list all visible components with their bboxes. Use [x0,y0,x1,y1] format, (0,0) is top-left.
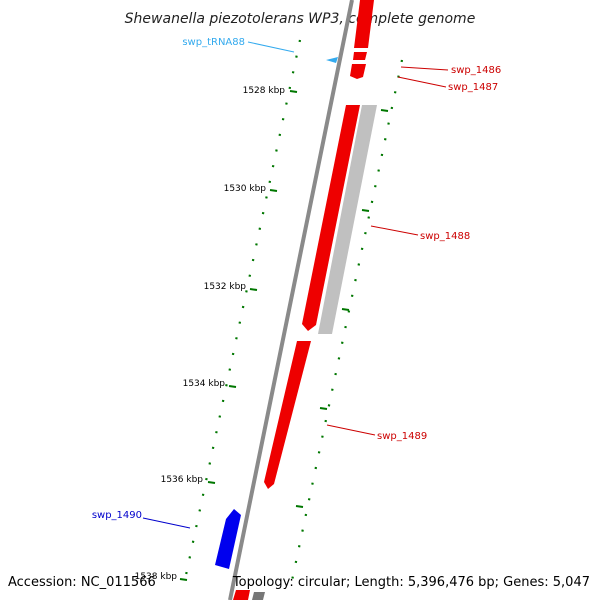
inner-dot-track [184,39,302,576]
gene-swp-1486-1487 [350,0,374,79]
gene-arrow [350,64,366,79]
tick-mark [269,189,278,192]
tick-label: 1530 kbp [224,184,267,194]
gene-label[interactable]: swp_tRNA88 [182,37,245,48]
tick-mark [361,209,370,212]
tick-mark [295,505,304,508]
map-title: Shewanella piezotolerans WP3, complete g… [125,11,476,27]
tick-mark [249,288,258,291]
tick-label: 1528 kbp [243,86,286,96]
topology-text: Topology: circular; Length: 5,396,476 bp… [232,575,590,590]
tick-track [184,39,404,591]
gene-swp-1489 [264,341,311,489]
gene-label[interactable]: swp_1490 [92,510,142,521]
tick-mark [341,308,350,311]
gene-arrow [353,52,367,60]
trna-feature [326,57,338,63]
tick-label: 1532 kbp [204,282,247,292]
tick-mark [380,109,389,112]
tick-labels: 1528 kbp 1530 kbp 1532 kbp 1534 kbp 1536… [135,86,286,582]
gene-arrow [354,0,374,48]
tick-mark [207,481,216,484]
tick-label: 1536 kbp [161,475,204,485]
genome-backbone [228,0,354,600]
leader-lines [142,41,449,529]
accession-text: Accession: NC_011566 [8,575,156,590]
gene-swp-1490 [215,509,241,569]
gene-swp-1488 [302,105,360,331]
gene-label[interactable]: swp_1487 [448,82,498,93]
gene-label[interactable]: swp_1488 [420,231,470,242]
tick-mark [289,90,298,93]
tick-label: 1534 kbp [183,379,226,389]
gene-arrow [233,590,250,600]
gene-label[interactable]: swp_1486 [451,65,501,76]
major-ticks [179,90,389,581]
tick-mark [179,578,188,581]
pseudo-gene [318,105,377,334]
tick-label: 1538 kbp [135,572,178,582]
tick-mark [319,407,328,410]
gene-label[interactable]: swp_1489 [377,431,427,442]
tick-mark [228,385,237,388]
gene-arrow [252,592,265,600]
